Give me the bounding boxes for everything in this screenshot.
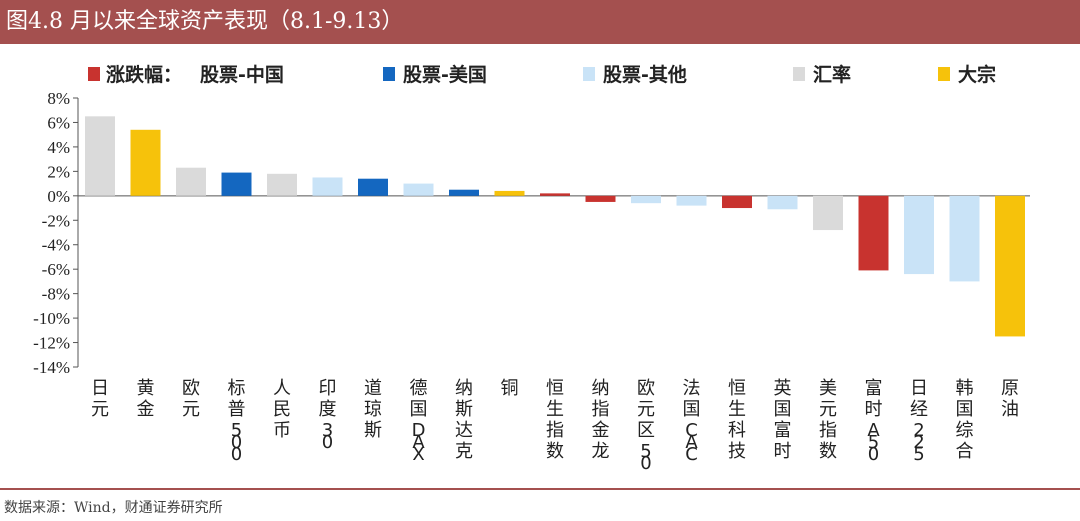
legend-swatch-us_equity xyxy=(383,67,395,81)
y-tick-label: -14% xyxy=(33,358,70,377)
x-tick-label: 法国 C A C xyxy=(683,378,701,465)
bar-日经225 xyxy=(904,195,934,275)
x-tick-label: 标普 5 0 0 xyxy=(228,378,246,465)
chart-header: 图4.8 月以来全球资产表现（8.1-9.13） xyxy=(0,0,1080,44)
x-tick-label: 恒生科技 xyxy=(728,378,746,462)
source-note: 数据来源：Wind，财通证券研究所 xyxy=(4,500,223,516)
bar-印度30 xyxy=(312,177,343,196)
bar-美元指数 xyxy=(813,195,843,231)
legend-swatch-other_equity xyxy=(583,67,595,81)
y-tick-label: 0% xyxy=(47,187,70,206)
x-tick-label: 纳斯达克 xyxy=(455,378,473,462)
x-tick-label: 人民币 xyxy=(273,378,291,441)
chart-legend: 涨跌幅： 股票-中国 股票-美国 股票-其他 汇率 大宗 xyxy=(88,63,996,86)
x-tick-label: 日经 2 2 5 xyxy=(910,378,928,465)
bar-日元 xyxy=(85,116,115,196)
y-tick-label: 4% xyxy=(47,138,70,157)
x-tick-label: 欧元 xyxy=(182,378,200,420)
bar-纳指金龙 xyxy=(585,195,616,202)
x-tick-label: 原油 xyxy=(1001,378,1019,420)
bar-欧元区50 xyxy=(631,195,661,204)
footer-divider xyxy=(0,488,1080,490)
bar-德国DAX xyxy=(403,183,434,196)
bar-人民币 xyxy=(267,173,297,196)
bar-纳斯达克 xyxy=(449,189,479,196)
x-tick-label: 印度 3 0 xyxy=(319,378,337,453)
bar-黄金 xyxy=(130,129,161,196)
x-tick-label: 恒生指数 xyxy=(546,378,564,462)
bar-韩国综合 xyxy=(949,195,980,282)
bar-欧元 xyxy=(176,167,206,196)
bar-铜 xyxy=(494,190,525,196)
x-tick-label: 纳指金龙 xyxy=(592,378,610,462)
bar-道琼斯 xyxy=(358,178,388,196)
x-tick-label: 德国 D A X xyxy=(410,378,428,465)
legend-swatch-fx xyxy=(793,67,805,81)
x-tick-label: 日元 xyxy=(91,378,109,420)
x-tick-label: 铜 xyxy=(501,378,519,399)
y-tick-label: -2% xyxy=(42,211,70,230)
x-tick-label: 富时 A 5 0 xyxy=(865,378,883,465)
legend-label-china_equity: 股票-中国 xyxy=(200,63,284,86)
legend-title: 涨跌幅： xyxy=(106,63,182,86)
y-tick-label: -8% xyxy=(42,285,70,304)
legend-swatch-china_equity xyxy=(88,67,100,81)
legend-label-other_equity: 股票-其他 xyxy=(603,63,687,86)
y-tick-label: 6% xyxy=(47,113,70,132)
legend-swatch-commodity xyxy=(938,67,950,81)
bar-富时A50 xyxy=(858,195,889,271)
bar-恒生指数 xyxy=(540,193,570,196)
x-tick-label: 韩国综合 xyxy=(956,378,974,462)
bar-法国CAC xyxy=(676,195,707,206)
y-tick-label: -4% xyxy=(42,236,70,255)
x-tick-label: 美元指数 xyxy=(819,378,837,462)
legend-label-commodity: 大宗 xyxy=(958,63,996,86)
x-tick-label: 道琼斯 xyxy=(364,378,382,441)
x-tick-label: 欧元区 5 0 xyxy=(637,378,655,474)
y-tick-label: -12% xyxy=(33,334,70,353)
legend-label-us_equity: 股票-美国 xyxy=(403,63,487,86)
x-tick-label: 英国富时 xyxy=(774,378,792,462)
y-tick-label: -6% xyxy=(42,260,70,279)
y-tick-label: 2% xyxy=(47,162,70,181)
bar-原油 xyxy=(995,195,1025,337)
bar-英国富时 xyxy=(767,195,798,210)
bar-标普500 xyxy=(221,172,252,196)
y-tick-label: -10% xyxy=(33,309,70,328)
y-tick-label: 8% xyxy=(47,89,70,108)
x-tick-label: 黄金 xyxy=(137,378,155,420)
bar-series xyxy=(85,116,1025,337)
figure-title: 图4.8 月以来全球资产表现（8.1-9.13） xyxy=(6,9,404,34)
bar-chart: 涨跌幅： 股票-中国 股票-美国 股票-其他 汇率 大宗 8% 6% 4% 2% 0% -2% -4%… xyxy=(33,63,1030,474)
legend-label-fx: 汇率 xyxy=(813,63,851,86)
bar-恒生科技 xyxy=(722,195,752,209)
